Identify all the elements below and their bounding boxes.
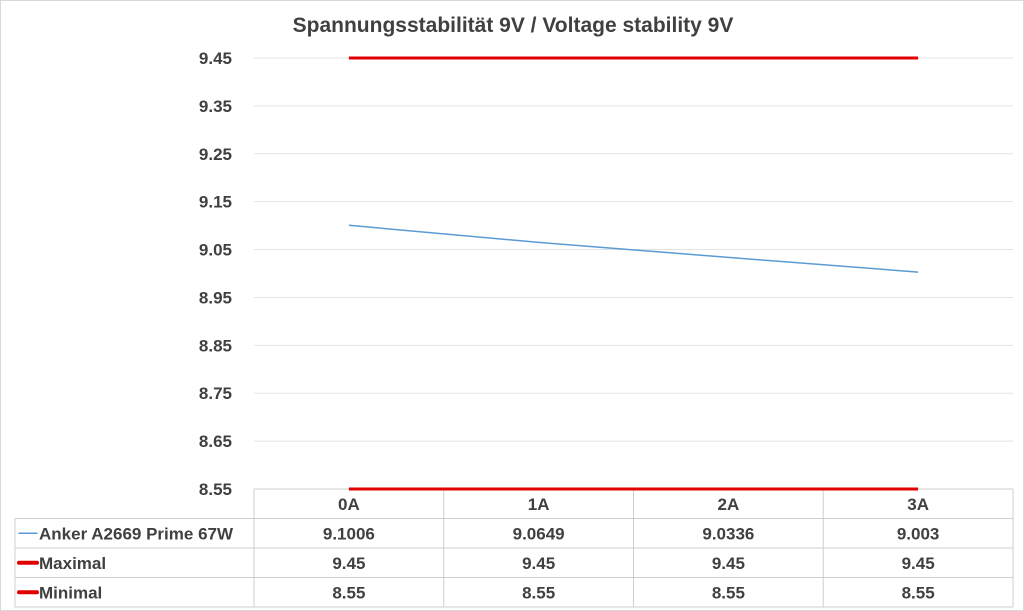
data-label: 9.1006 (323, 524, 375, 543)
y-tick-label: 8.65 (199, 432, 232, 451)
x-tick-label: 1A (528, 495, 550, 514)
chart-title: Spannungsstabilität 9V / Voltage stabili… (293, 14, 734, 37)
x-tick-label: 0A (338, 495, 360, 514)
data-label: 9.45 (902, 554, 935, 573)
x-tick-label: 2A (718, 495, 740, 514)
series-lines (348, 56, 919, 491)
x-tick-label: 3A (907, 495, 929, 514)
series-line (348, 224, 919, 273)
y-tick-label: 8.75 (199, 384, 232, 403)
y-tick-label: 9.45 (199, 49, 232, 68)
data-label: 8.55 (902, 583, 935, 602)
data-label: 9.45 (332, 554, 365, 573)
data-table: 0A 1A 2A 3A Anker A2669 Prime 67W 9.1006 9.064… (14, 488, 1014, 608)
data-label: 9.003 (897, 524, 940, 543)
y-tick-label: 9.35 (199, 97, 232, 116)
gridlines (254, 57, 1013, 490)
y-axis-ticks: 9.45 9.35 9.25 9.15 9.05 8.95 8.85 8.75 8.65 8.55 (199, 49, 232, 499)
legend-label: Anker A2669 Prime 67W (39, 524, 234, 543)
data-label: 8.55 (332, 583, 365, 602)
data-label: 8.55 (712, 583, 745, 602)
data-label: 9.0649 (513, 524, 565, 543)
legend-label: Maximal (39, 554, 106, 573)
y-tick-label: 9.25 (199, 145, 232, 164)
y-tick-label: 9.15 (199, 193, 232, 212)
data-label: 9.45 (522, 554, 555, 573)
legend-label: Minimal (39, 583, 102, 602)
y-tick-label: 8.85 (199, 336, 232, 355)
data-label: 8.55 (522, 583, 555, 602)
y-tick-label: 9.05 (199, 241, 232, 260)
y-tick-label: 8.55 (199, 480, 232, 499)
data-label: 9.0336 (702, 524, 754, 543)
y-tick-label: 8.95 (199, 288, 232, 307)
data-label: 9.45 (712, 554, 745, 573)
